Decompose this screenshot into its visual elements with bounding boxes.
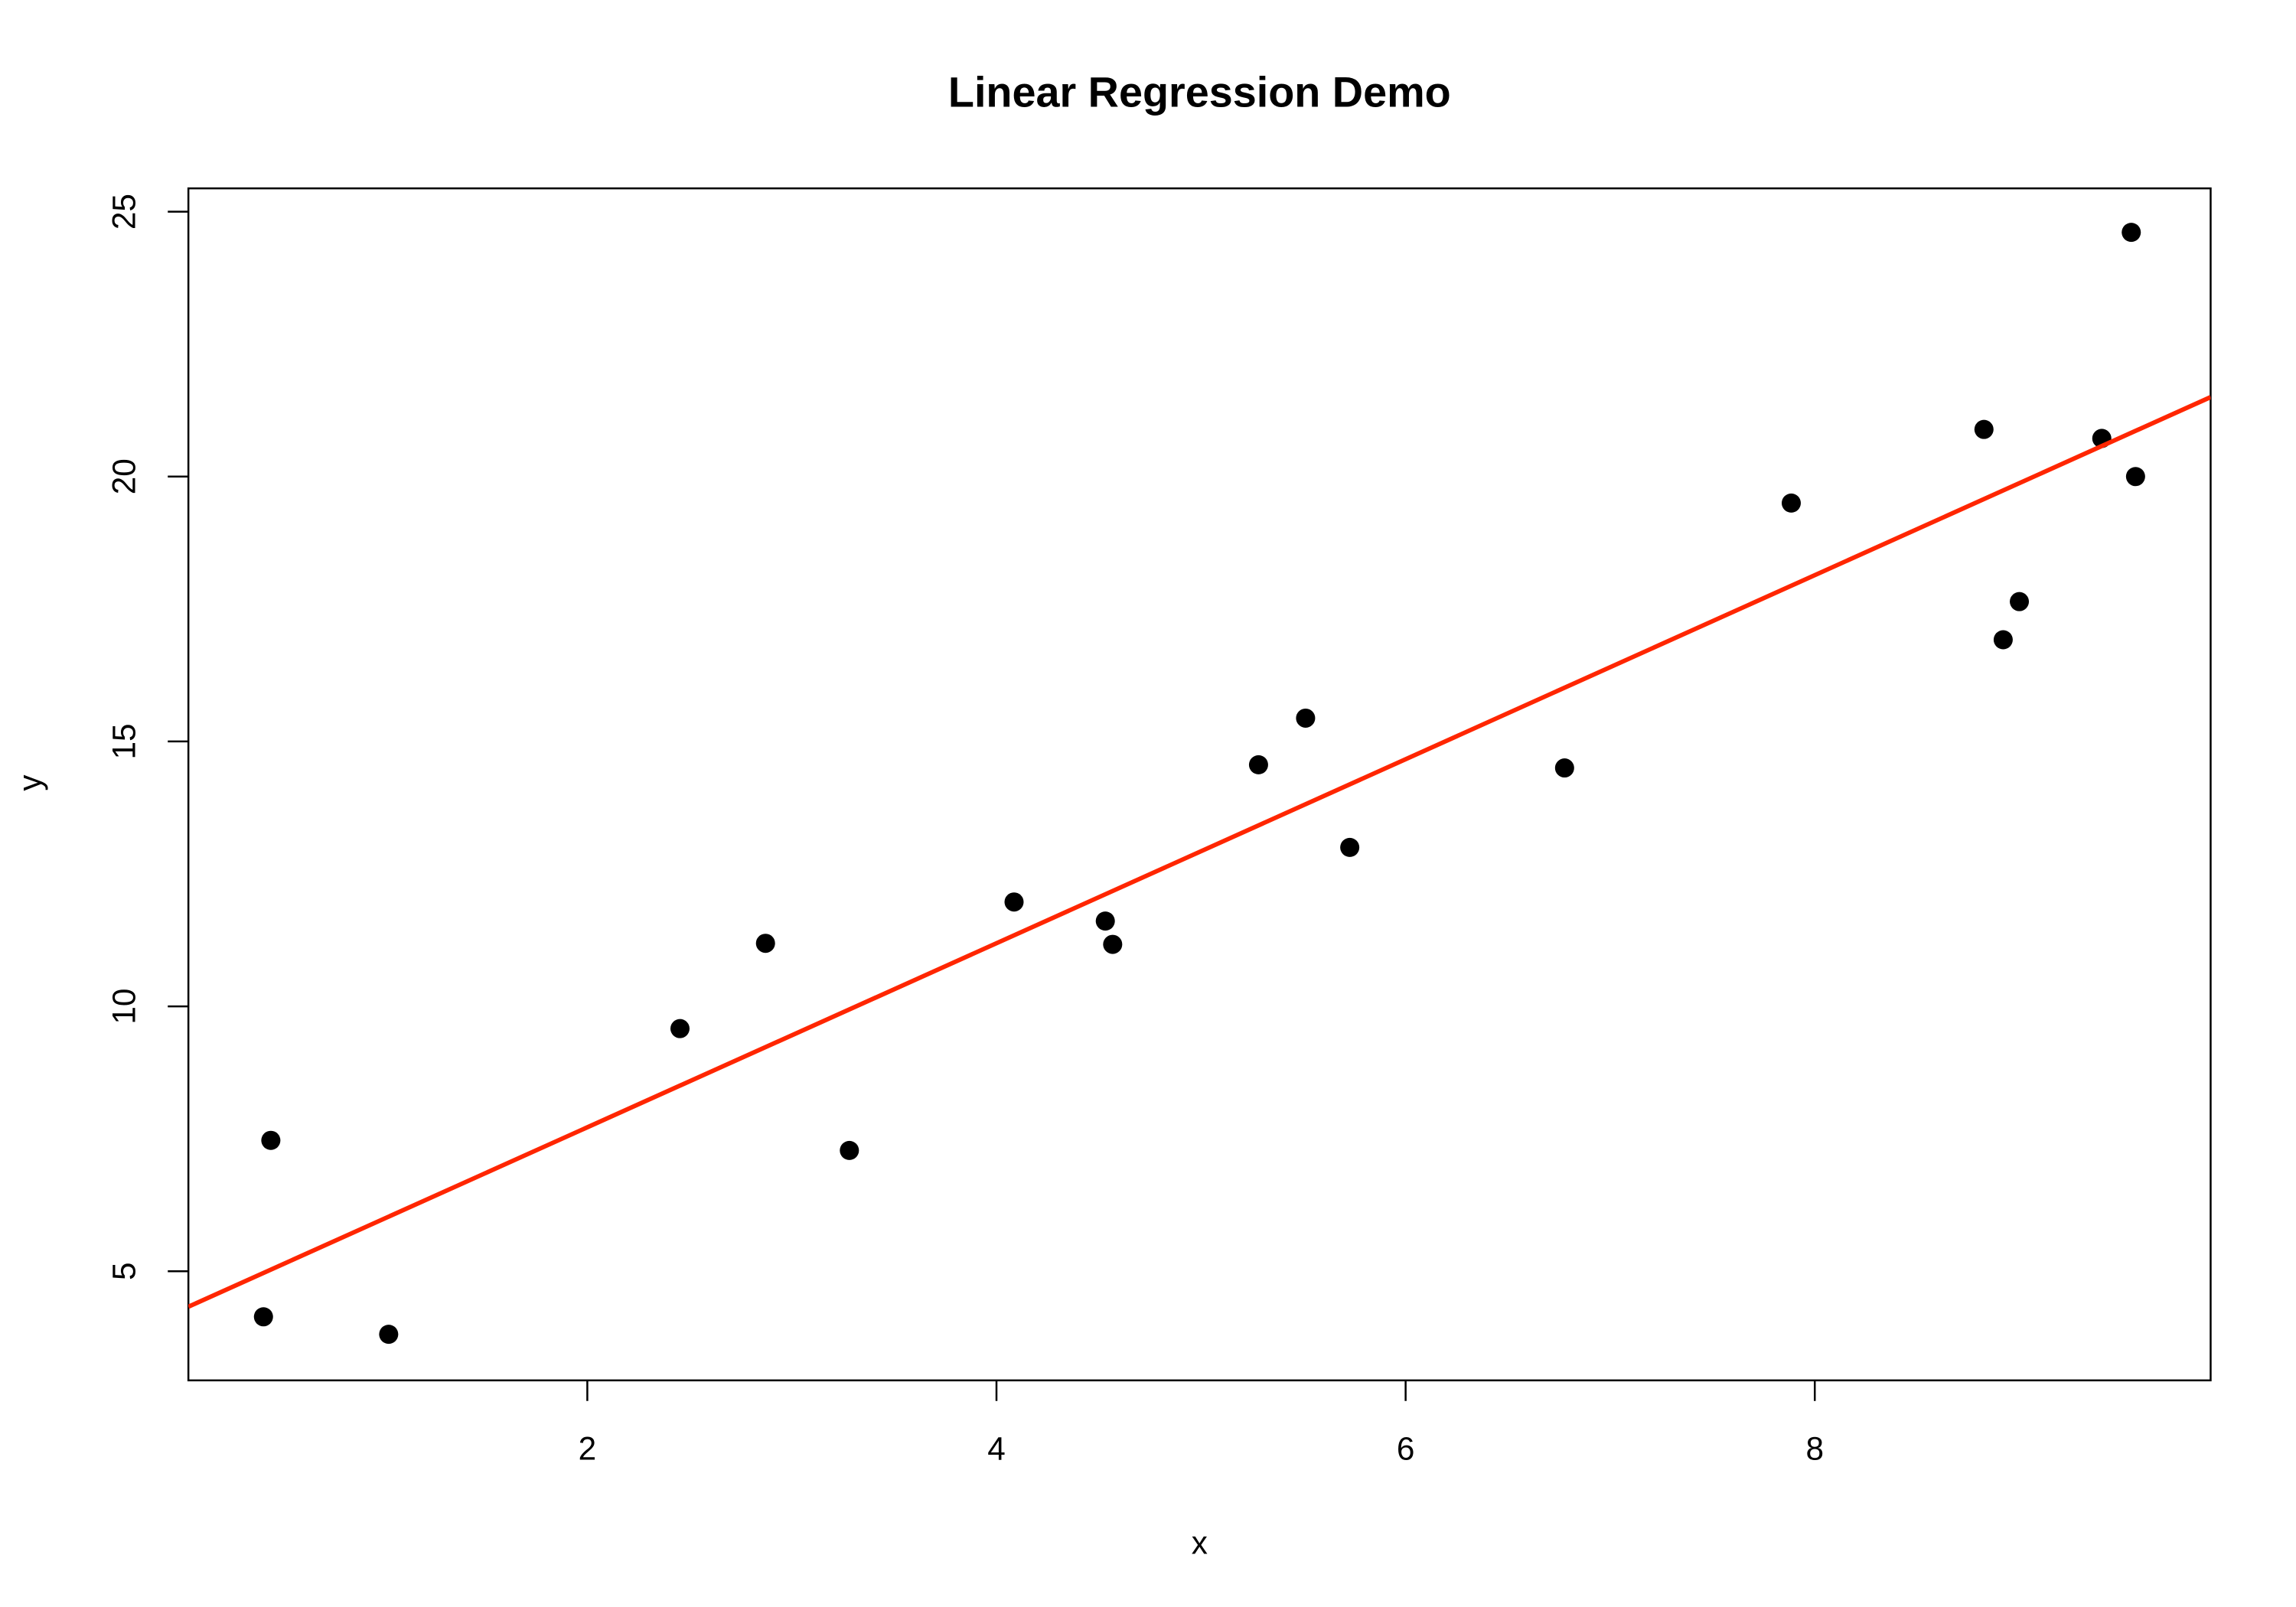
x-tick-label: 8	[1805, 1430, 1824, 1466]
point	[840, 1140, 859, 1160]
point	[1095, 911, 1115, 931]
point	[670, 1019, 690, 1038]
point	[1340, 837, 1360, 857]
y-tick-label: 5	[106, 1262, 142, 1280]
x-tick-label: 2	[579, 1430, 597, 1466]
regression-line	[188, 395, 2211, 1309]
point	[1103, 934, 1123, 954]
chart-title: Linear Regression Demo	[948, 69, 1451, 116]
point	[2122, 223, 2141, 243]
y-tick-label: 10	[106, 989, 142, 1025]
x-tick-label: 4	[987, 1430, 1006, 1466]
point	[253, 1307, 273, 1327]
point	[755, 934, 775, 953]
point	[1296, 708, 1316, 728]
point	[1974, 419, 1994, 439]
y-tick-label: 20	[106, 458, 142, 494]
point	[2010, 592, 2030, 611]
point	[1993, 630, 2013, 650]
x-axis-label: x	[1192, 1524, 1208, 1560]
y-axis-label: y	[11, 774, 47, 791]
point	[1248, 755, 1268, 774]
x-tick-label: 6	[1397, 1430, 1415, 1466]
point	[379, 1325, 399, 1345]
point	[261, 1130, 281, 1150]
plot-frame	[187, 187, 2212, 1382]
y-tick-label: 25	[106, 194, 142, 230]
point	[1554, 758, 1574, 778]
point	[1781, 493, 1801, 513]
point	[1004, 892, 1024, 912]
y-tick-label: 15	[106, 723, 142, 759]
point	[2125, 467, 2145, 487]
